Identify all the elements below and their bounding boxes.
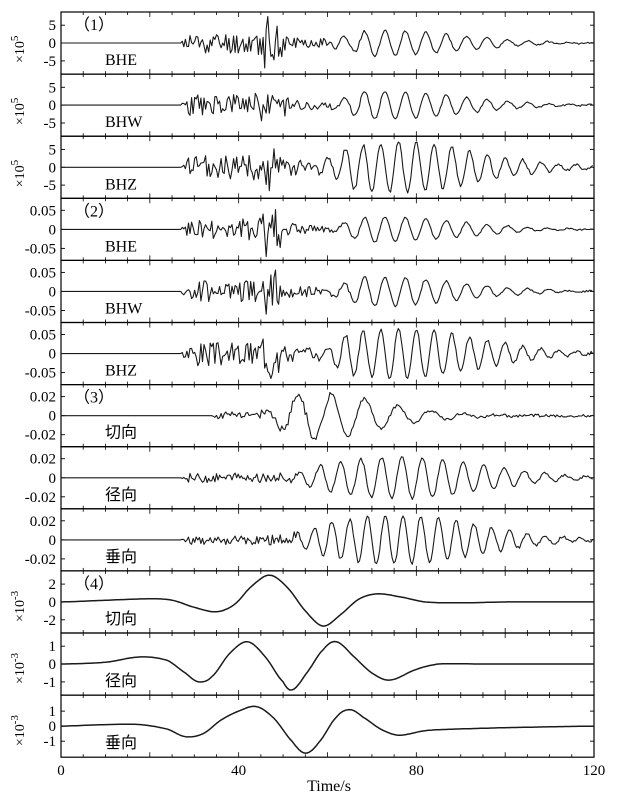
series-line: [61, 91, 594, 122]
y-tick-label: 0: [49, 284, 57, 300]
series-line: [61, 141, 594, 194]
trace-name-label: 切向: [105, 610, 137, 628]
trace-name-label: BHZ: [105, 176, 137, 193]
x-tick-label: 0: [57, 763, 65, 779]
trace-panel: 5 0 -5 ×105 BHE （1）: [9, 11, 595, 75]
y-exponent-label: ×10-3: [9, 652, 28, 684]
group-label: （2）: [74, 202, 114, 220]
y-tick-label: -5: [44, 178, 57, 194]
x-tick-label: 120: [583, 763, 606, 779]
y-tick-label: 5: [49, 142, 57, 158]
trace-name-label: 切向: [105, 424, 137, 442]
series-line: [61, 209, 593, 258]
y-tick-label: 0: [49, 657, 57, 673]
trace-panel: 5 0 -5 ×105 BHZ: [9, 135, 595, 199]
y-tick-label: 1: [49, 639, 57, 655]
trace-name-label: BHZ: [105, 363, 137, 380]
y-tick-label: 5: [49, 80, 57, 96]
y-tick-label: 0.05: [30, 265, 56, 281]
y-tick-label: 0.02: [30, 390, 56, 406]
series-line: [61, 269, 594, 315]
y-tick-label: 0.02: [30, 452, 56, 468]
y-tick-label: -0.02: [25, 490, 56, 506]
trace-name-label: 径向: [105, 486, 137, 504]
trace-name-label: BHW: [105, 114, 143, 131]
y-tick-label: -0.02: [25, 428, 56, 444]
series-line: [60, 574, 595, 627]
trace-name-label: 径向: [105, 672, 137, 690]
y-tick-label: -5: [44, 54, 57, 70]
y-tick-label: 0: [49, 160, 57, 176]
y-tick-label: 5: [49, 18, 57, 34]
y-tick-label: -5: [44, 116, 57, 132]
y-tick-label: 0: [49, 222, 57, 238]
y-tick-label: 0: [49, 595, 57, 611]
trace-panel: 1 0 -1 ×10-3 径向: [9, 632, 595, 696]
y-tick-label: -1: [44, 675, 57, 691]
y-tick-label: 0: [49, 471, 57, 487]
x-axis-label: Time/s: [307, 778, 351, 795]
trace-name-label: 垂向: [105, 548, 137, 566]
trace-panel: 2 0 -2 ×10-3 切向 （4）: [9, 570, 595, 634]
series-line: [61, 456, 593, 500]
series-line: [61, 515, 594, 565]
trace-panel: 0.02 0 -0.02 切向 （3）: [25, 384, 595, 448]
y-tick-label: 0.05: [30, 328, 56, 344]
y-tick-label: 2: [49, 577, 57, 593]
group-label: （4）: [74, 575, 114, 593]
trace-panel: 0.02 0 -0.02 垂向: [25, 508, 595, 572]
y-tick-label: -0.05: [25, 303, 56, 319]
series-line: [61, 15, 593, 69]
panel-frame: [60, 694, 595, 758]
y-exponent-label: ×105: [9, 35, 28, 63]
y-tick-label: 0.05: [30, 203, 56, 219]
series-line: [61, 391, 593, 441]
trace-panel: 0.05 0 -0.05 BHW: [25, 259, 595, 324]
trace-name-label: BHE: [105, 52, 137, 69]
y-tick-label: 0.02: [30, 514, 56, 530]
y-exponent-label: ×105: [9, 159, 28, 187]
x-tick-label: 80: [409, 763, 424, 779]
group-label: （3）: [74, 389, 114, 407]
y-tick-label: 0: [49, 98, 57, 114]
y-tick-label: -1: [44, 734, 57, 750]
trace-panel: 5 0 -5 ×105 BHW: [9, 73, 595, 137]
x-tick-label: 40: [231, 763, 246, 779]
trace-name-label: BHW: [105, 301, 143, 318]
y-tick-label: 0: [49, 36, 57, 52]
y-tick-label: -0.05: [25, 241, 56, 257]
trace-panel: 10-1 ×10-3 垂向: [9, 694, 595, 758]
y-tick-label: -0.05: [25, 366, 56, 382]
series-line: [61, 640, 594, 691]
trace-panel: 0.05 0 -0.05 BHZ: [25, 321, 595, 386]
y-exponent-label: ×10-3: [9, 590, 28, 622]
trace-name-label: BHE: [105, 238, 137, 255]
y-tick-label: 0: [49, 719, 57, 735]
trace-name-label: 垂向: [105, 734, 137, 752]
series-line: [61, 328, 594, 380]
y-tick-label: -2: [44, 613, 57, 629]
y-tick-label: 0: [49, 347, 57, 363]
y-tick-label: 1: [49, 704, 57, 720]
y-tick-label: 0: [49, 409, 57, 425]
y-exponent-label: ×105: [9, 97, 28, 125]
group-label: （1）: [74, 16, 114, 34]
trace-panel: 0.05 0 -0.05 BHE （2）: [25, 197, 595, 262]
y-tick-label: -0.02: [25, 552, 56, 568]
trace-panel: 0.02 0 -0.02 径向: [25, 446, 595, 510]
x-axis: 0 40 80 120: [57, 763, 605, 779]
series-line: [60, 705, 594, 754]
panel-stack: 50-5×105BHE（1）50-5×105BHW50-5×105BHZ0.05…: [9, 11, 595, 758]
y-exponent-label: ×10-3: [9, 715, 28, 747]
y-tick-label: 0: [49, 533, 57, 549]
